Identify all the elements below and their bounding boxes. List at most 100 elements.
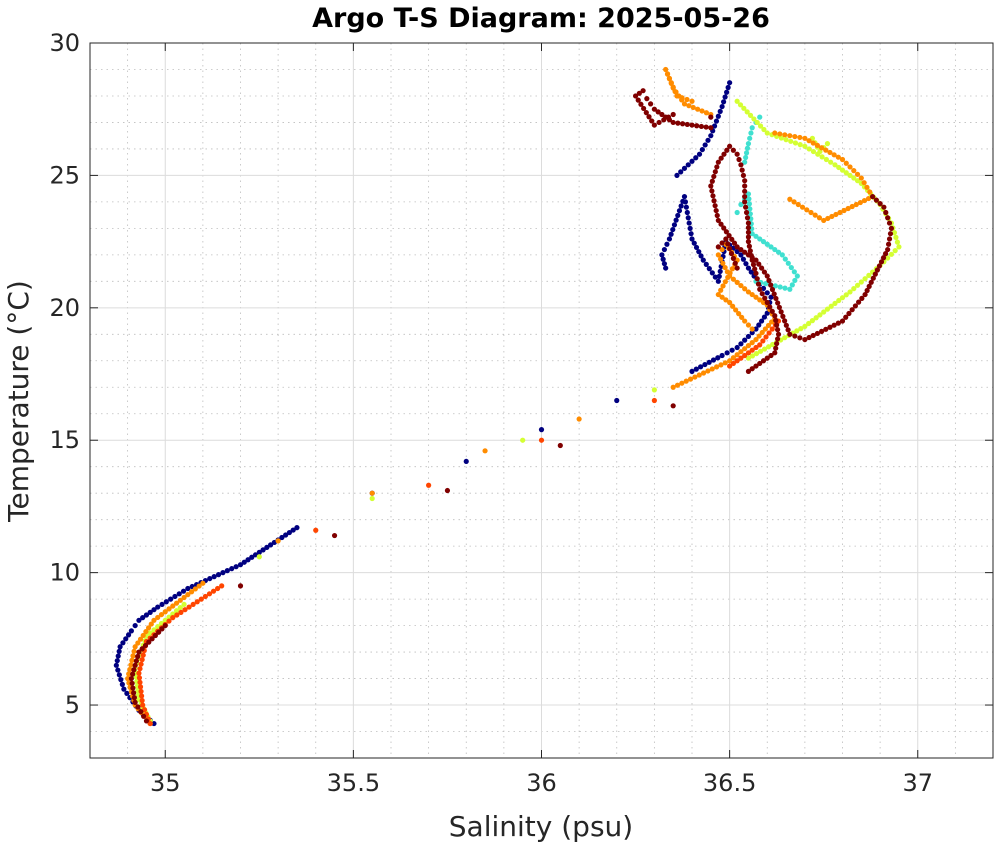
data-point — [893, 234, 899, 240]
data-point — [170, 615, 176, 621]
data-point — [870, 193, 876, 200]
data-point — [773, 345, 779, 351]
data-point — [845, 205, 851, 212]
data-point — [859, 295, 865, 301]
data-point — [249, 554, 255, 560]
series-1 — [113, 80, 774, 727]
data-point — [766, 277, 772, 284]
y-tick-label: 30 — [49, 29, 80, 57]
data-point — [742, 346, 748, 352]
data-series-layer — [113, 66, 902, 727]
data-point — [756, 322, 762, 328]
data-point — [760, 299, 767, 306]
data-point — [760, 239, 767, 245]
series-2 — [734, 114, 800, 292]
data-point — [275, 538, 281, 544]
x-tick-label: 35.5 — [327, 769, 380, 797]
data-point — [791, 199, 797, 205]
data-point — [127, 666, 133, 673]
data-point — [729, 266, 736, 272]
data-point — [829, 213, 835, 220]
data-point — [331, 532, 338, 539]
data-point — [220, 570, 226, 576]
data-point — [200, 580, 206, 586]
data-point — [763, 334, 769, 340]
data-point — [181, 601, 187, 608]
data-point — [147, 720, 153, 727]
data-point — [733, 307, 739, 313]
data-point — [821, 309, 827, 315]
data-point — [722, 360, 728, 366]
data-point — [694, 123, 700, 129]
data-point — [757, 360, 763, 367]
data-point — [131, 667, 137, 673]
data-point — [873, 197, 879, 203]
data-point — [757, 236, 763, 242]
data-point — [137, 684, 144, 690]
data-point — [186, 604, 192, 610]
data-point — [698, 253, 704, 259]
data-point — [778, 135, 784, 141]
data-point — [180, 588, 187, 594]
data-point — [738, 349, 744, 355]
data-point — [689, 368, 695, 374]
data-point — [738, 201, 744, 208]
data-point — [730, 147, 736, 153]
data-point — [680, 198, 686, 204]
data-point — [823, 156, 829, 163]
data-point — [877, 201, 883, 207]
data-point — [765, 322, 772, 329]
tick-marks — [90, 42, 993, 758]
data-point — [719, 352, 725, 359]
data-point — [655, 109, 661, 115]
data-point — [745, 343, 752, 349]
data-point — [663, 265, 669, 271]
data-point — [290, 527, 296, 533]
data-point — [764, 241, 770, 247]
data-point — [802, 143, 808, 149]
data-point — [797, 142, 803, 148]
data-point — [670, 111, 676, 118]
data-point — [782, 285, 788, 291]
data-point — [126, 671, 132, 677]
data-point — [718, 221, 724, 227]
data-point — [828, 303, 834, 309]
data-point — [738, 162, 744, 168]
data-point — [782, 318, 788, 324]
data-point — [725, 84, 731, 91]
data-point — [753, 294, 759, 300]
data-point — [538, 427, 545, 433]
data-point — [140, 702, 146, 708]
data-point — [745, 322, 752, 328]
data-point — [724, 89, 730, 95]
data-point — [660, 256, 666, 262]
data-point — [131, 690, 137, 696]
data-point — [742, 193, 748, 200]
data-point — [268, 542, 274, 548]
chart-title: Argo T-S Diagram: 2025-05-26 — [312, 3, 770, 34]
data-point — [668, 231, 674, 237]
data-point — [757, 286, 763, 292]
data-point — [206, 591, 213, 597]
data-point — [675, 212, 681, 219]
data-point — [821, 217, 827, 224]
data-point — [886, 236, 893, 242]
data-point — [482, 448, 488, 454]
data-point — [742, 352, 748, 359]
data-point — [712, 274, 718, 280]
data-point — [143, 718, 150, 724]
x-tick-label: 36.5 — [703, 769, 756, 797]
data-point — [117, 644, 123, 650]
data-point — [883, 209, 889, 216]
data-point — [745, 239, 752, 245]
data-point — [819, 154, 825, 160]
data-point — [746, 196, 752, 202]
data-point — [743, 261, 749, 267]
data-point — [139, 646, 145, 652]
data-point — [717, 256, 724, 262]
data-point — [717, 268, 723, 275]
data-point — [757, 114, 763, 120]
data-point — [730, 303, 736, 309]
data-point — [794, 273, 800, 279]
data-point — [648, 101, 654, 107]
